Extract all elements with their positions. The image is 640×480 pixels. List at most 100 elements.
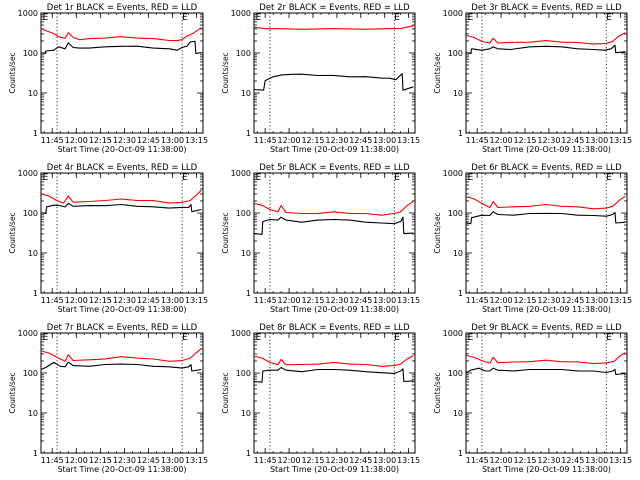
y-tick-label: 1000 [443,9,463,18]
panel-det-7: Det 7r BLACK = Events, RED = LLD 1 10 100 10… [8,323,208,474]
axes-frame [253,172,416,294]
y-tick-label: 1000 [231,329,251,338]
series-line-lld [465,352,626,365]
event-marker-label: E [468,173,474,183]
event-marker-label: E [43,333,49,343]
x-tick-label: 12:00 [490,456,513,465]
series-line-events [465,211,626,225]
y-tick-label: 10 [241,249,251,258]
x-tick-label: 12:30 [113,136,136,145]
y-axis-label: Counts/sec [8,52,17,93]
x-tick-label: 12:30 [537,456,560,465]
y-tick-label: 100 [23,369,38,378]
x-tick-label: 12:00 [278,296,301,305]
y-tick-label: 100 [448,369,463,378]
y-tick-label: 1000 [231,9,251,18]
series-line-events [465,44,626,54]
series-line-lld [253,200,414,216]
panel-det-6: Det 6r BLACK = Events, RED = LLD 1 10 100 10… [433,163,632,314]
x-tick-label: 12:30 [113,456,136,465]
series-line-events [40,202,202,214]
panel-det-2: Det 2r BLACK = Events, RED = LLD 1 10 100 10… [221,3,420,154]
y-tick-label: 100 [236,209,251,218]
x-axis-label: Start Time (20-Oct-09 11:38:00) [270,465,399,474]
series-line-events [465,367,626,376]
series-line-lld [40,27,202,42]
x-tick-label: 12:45 [349,136,372,145]
x-tick-label: 12:30 [325,136,348,145]
panel-title: Det 4r BLACK = Events, RED = LLD [47,163,198,173]
panel-det-4: Det 4r BLACK = Events, RED = LLD 1 10 100 10… [8,163,208,314]
panel-det-3: Det 3r BLACK = Events, RED = LLD 1 10 100 10… [433,3,632,154]
y-tick-label: 1 [246,129,251,138]
x-tick-label: 12:45 [349,296,372,305]
y-axis-label: Counts/sec [221,52,230,93]
x-tick-label: 12:30 [537,296,560,305]
x-tick-label: 11:45 [466,456,489,465]
y-tick-label: 1 [33,129,38,138]
y-axis-label: Counts/sec [433,372,442,413]
axes-frame [40,332,204,454]
event-marker-label: E [468,333,474,343]
x-tick-label: 11:45 [41,136,64,145]
y-tick-label: 10 [453,409,463,418]
x-tick-label: 12:00 [65,136,88,145]
series-line-lld [253,355,414,367]
series-line-events [253,216,414,235]
y-tick-label: 100 [23,209,38,218]
panel-title: Det 8r BLACK = Events, RED = LLD [259,323,410,333]
x-tick-label: 13:00 [585,296,608,305]
y-tick-label: 10 [453,89,463,98]
x-tick-label: 13:00 [585,136,608,145]
x-tick-label: 13:00 [585,456,608,465]
x-tick-label: 11:45 [466,296,489,305]
x-tick-label: 13:15 [609,296,632,305]
panel-det-1: Det 1r BLACK = Events, RED = LLD 1 10 100 10… [8,3,208,154]
x-tick-label: 12:00 [65,296,88,305]
panel-title: Det 2r BLACK = Events, RED = LLD [259,3,410,13]
axes-frame [253,12,416,134]
axes-frame [40,172,204,294]
y-tick-label: 1 [458,289,463,298]
event-marker-label: E [182,333,188,343]
x-tick-label: 13:15 [397,456,420,465]
axes-frame [465,332,628,454]
series-line-events [40,40,202,55]
y-tick-label: 100 [236,369,251,378]
x-tick-label: 12:45 [561,296,584,305]
axes-frame [465,12,628,134]
x-tick-label: 12:30 [537,136,560,145]
series-line-events [40,361,202,372]
x-tick-label: 12:15 [89,456,112,465]
x-tick-label: 13:15 [609,136,632,145]
y-tick-label: 10 [241,409,251,418]
event-marker-label: E [43,13,49,23]
y-tick-label: 1 [33,289,38,298]
y-tick-label: 1000 [231,169,251,178]
x-tick-label: 13:00 [161,456,184,465]
x-tick-label: 11:45 [41,296,64,305]
event-marker-label: E [182,13,188,23]
x-tick-label: 12:15 [301,296,324,305]
panel-title: Det 7r BLACK = Events, RED = LLD [47,323,198,333]
y-tick-label: 100 [236,49,251,58]
event-marker-label: E [256,333,262,343]
y-tick-label: 1000 [18,169,38,178]
x-tick-label: 12:45 [137,136,160,145]
event-marker-label: E [182,173,188,183]
x-tick-label: 12:15 [513,296,536,305]
y-tick-label: 1000 [18,329,38,338]
y-axis-label: Counts/sec [221,372,230,413]
axes-frame [40,12,204,134]
x-tick-label: 12:45 [561,456,584,465]
x-tick-label: 11:45 [254,136,277,145]
x-axis-label: Start Time (20-Oct-09 11:38:00) [57,305,186,314]
event-marker-label: E [43,173,49,183]
series-line-lld [253,25,414,30]
y-tick-label: 100 [448,209,463,218]
y-axis-label: Counts/sec [433,52,442,93]
y-axis-label: Counts/sec [221,212,230,253]
event-marker-label: E [394,333,400,343]
event-marker-label: E [606,333,612,343]
